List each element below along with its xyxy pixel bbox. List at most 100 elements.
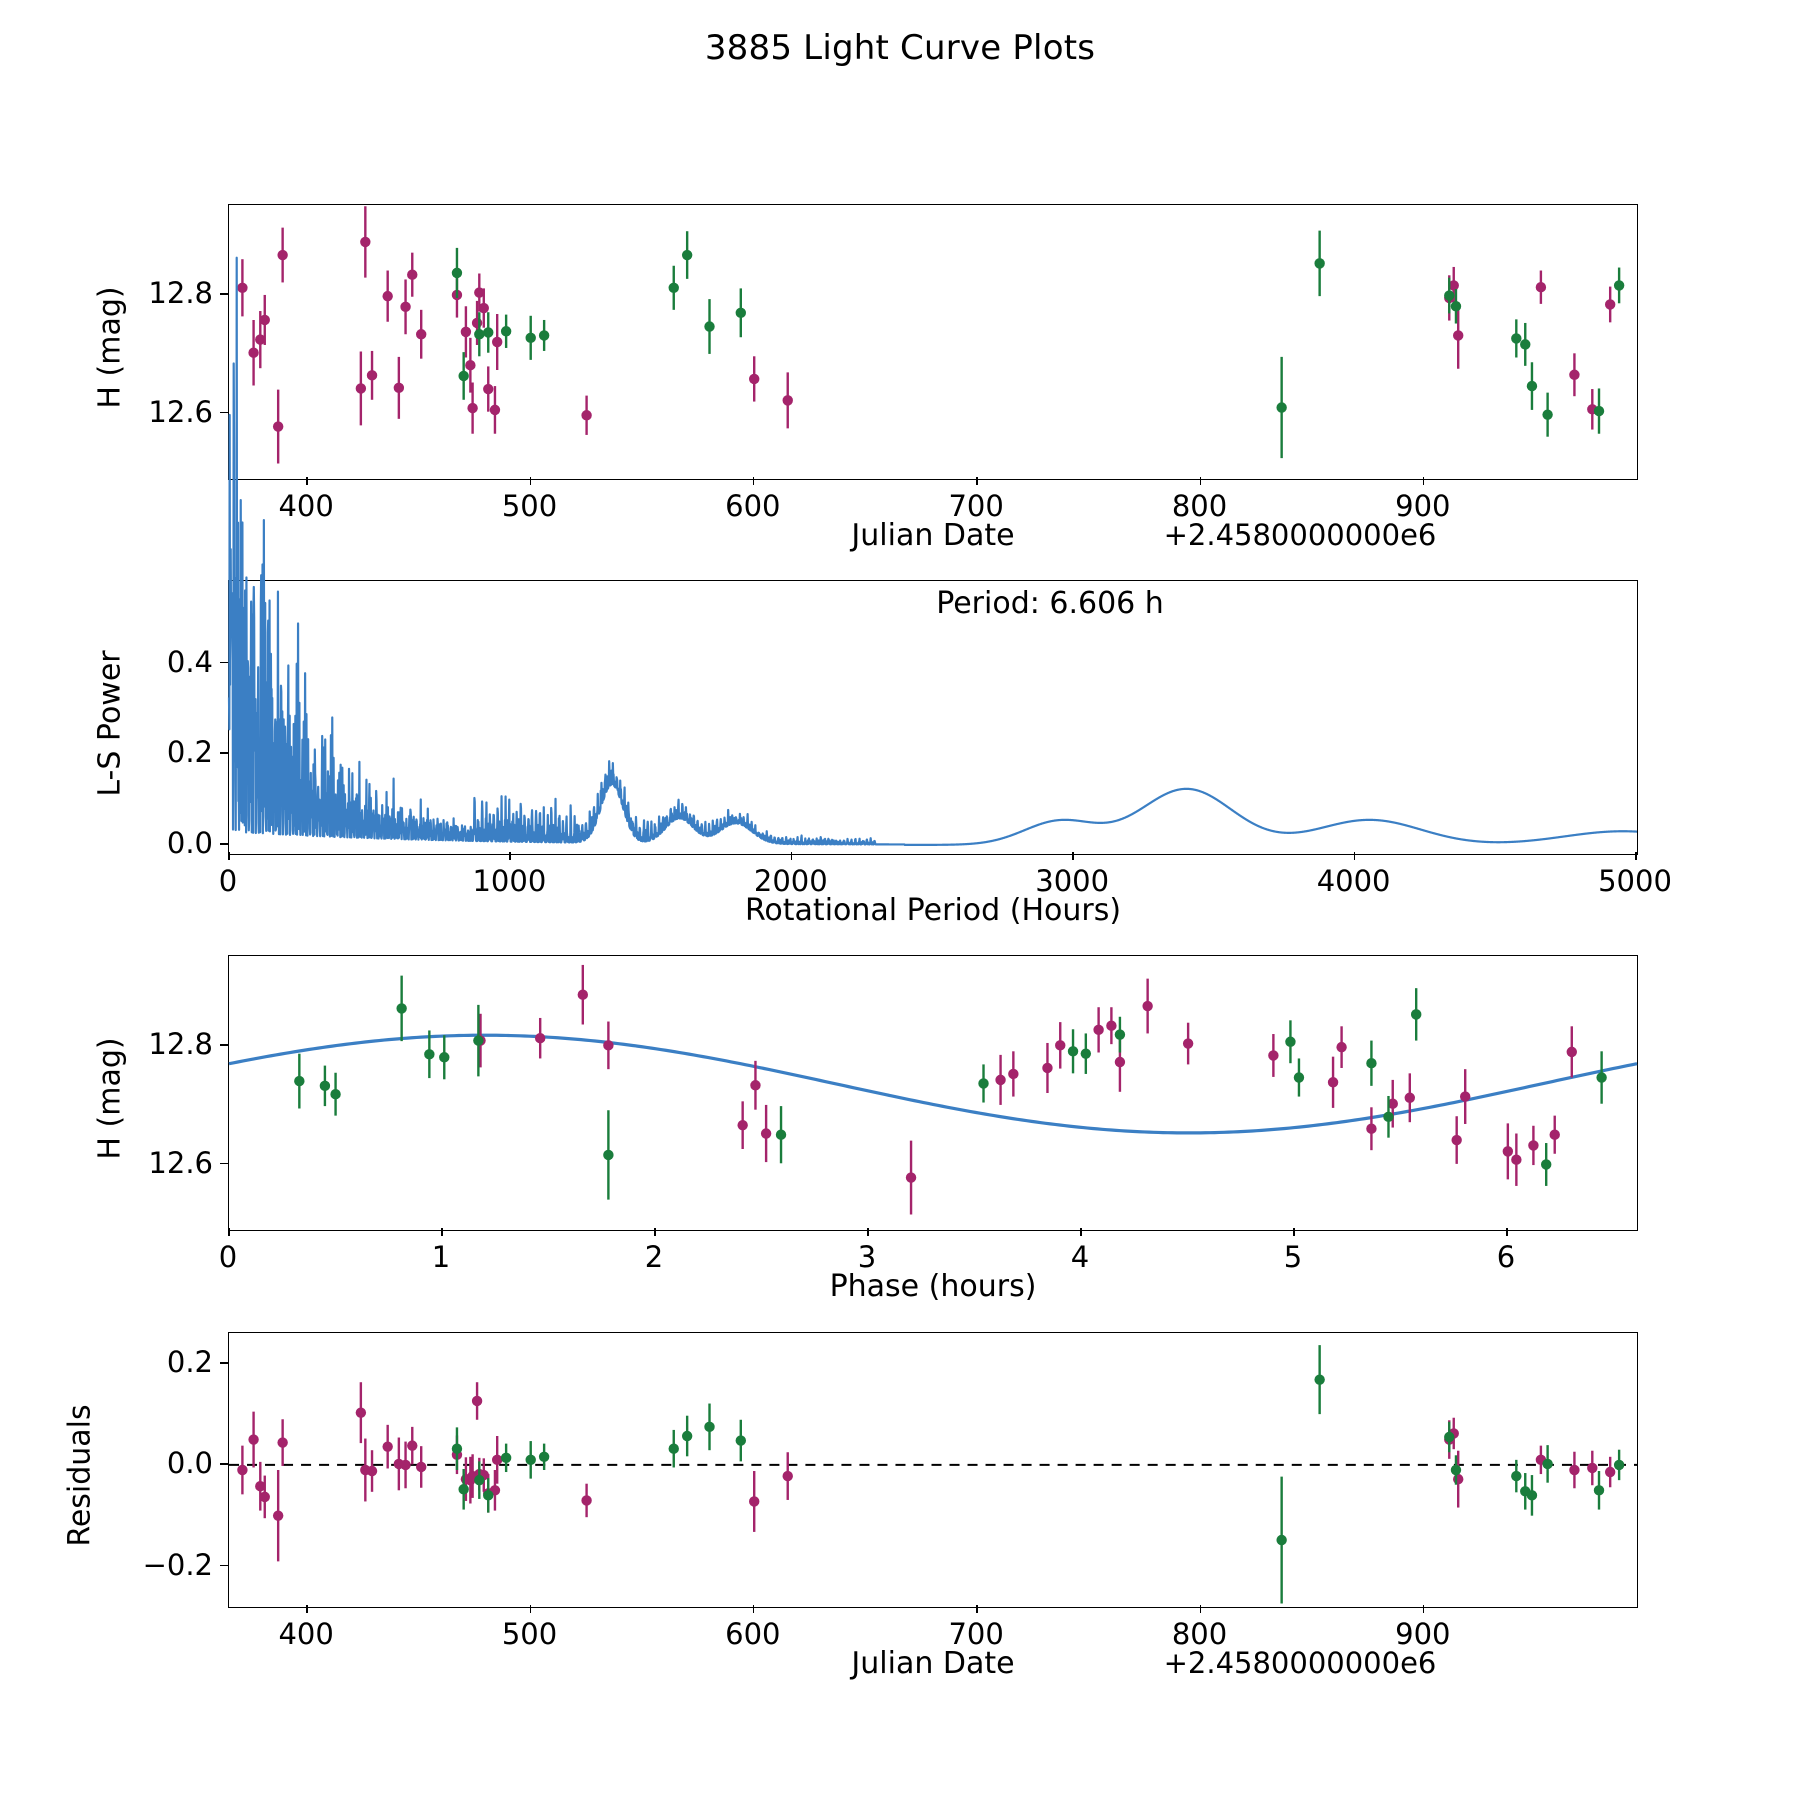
data-point (1327, 1077, 1339, 1088)
period-annotation: Period: 6.606 h (936, 586, 1164, 621)
data-point (1549, 1129, 1560, 1140)
data-point (1535, 281, 1547, 293)
x-tick-mark (509, 852, 511, 860)
data-series-series_b (451, 230, 1625, 459)
data-point (366, 370, 378, 381)
x-tick-mark (976, 477, 978, 485)
data-point (581, 410, 592, 421)
data-point (1314, 1374, 1325, 1385)
data-point (415, 329, 427, 340)
data-point (259, 1491, 270, 1503)
panel-phasefold (228, 955, 1638, 1231)
y-tick-label: 0.2 (166, 735, 213, 770)
panel-periodogram (227, 256, 1638, 855)
data-point (424, 1049, 435, 1060)
data-point (1114, 1056, 1126, 1068)
data-point (782, 395, 793, 406)
data-point (1528, 1140, 1539, 1151)
data-point (1453, 1473, 1464, 1485)
x-tick-label: 0 (218, 864, 238, 898)
data-point (1336, 1041, 1347, 1053)
x-tick-label: 400 (278, 1617, 334, 1651)
axis-label-rotational-period: Rotational Period (Hours) (744, 893, 1122, 928)
x-tick-label: 500 (501, 489, 558, 523)
y-tick-mark (220, 293, 228, 295)
data-point (1268, 1050, 1279, 1061)
data-point (407, 269, 418, 280)
data-point (355, 383, 367, 394)
data-point (393, 382, 405, 394)
data-point (259, 314, 270, 326)
x-tick-label: 3000 (1035, 864, 1110, 898)
data-point (491, 336, 503, 348)
x-tick-mark (1079, 1228, 1082, 1236)
data-series-series_a (237, 206, 1616, 464)
data-point (272, 421, 284, 432)
data-point (277, 249, 288, 261)
data-point (681, 1430, 693, 1442)
data-point (478, 302, 489, 314)
data-point (1142, 1000, 1153, 1012)
x-tick-mark (1422, 1605, 1425, 1613)
data-point (1383, 1111, 1394, 1123)
data-point (355, 1407, 367, 1418)
data-point (1448, 280, 1459, 291)
data-point (1276, 402, 1287, 413)
y-tick-mark (220, 1162, 228, 1165)
data-point (1511, 1470, 1522, 1482)
data-point (1093, 1024, 1104, 1036)
x-tick-mark (306, 477, 308, 485)
data-point (525, 1454, 536, 1466)
y-tick-label: 12.8 (148, 276, 213, 311)
data-point (500, 326, 512, 337)
x-tick-mark (1505, 1228, 1508, 1236)
data-point (905, 1172, 917, 1183)
axis-label-h-mag-2: H (mag) (92, 1037, 128, 1160)
x-tick-label: 6 (1496, 1240, 1516, 1274)
data-point (1314, 258, 1325, 269)
data-point (1008, 1068, 1019, 1080)
data-point (1285, 1036, 1296, 1047)
y-tick-mark (220, 661, 228, 664)
data-point (465, 360, 476, 371)
x-tick-label: 400 (278, 489, 334, 523)
data-point (458, 370, 469, 382)
data-point (735, 307, 747, 319)
x-tick-label: 800 (1171, 489, 1228, 523)
data-point (995, 1074, 1006, 1086)
data-point (1276, 1534, 1287, 1546)
data-point (1596, 1072, 1607, 1083)
data-point (439, 1052, 450, 1063)
y-tick-label: 0.0 (166, 1446, 213, 1481)
data-point (451, 1443, 463, 1454)
x-tick-label: 900 (1395, 489, 1451, 523)
data-series-series_b (451, 1345, 1625, 1604)
data-point (1444, 1431, 1455, 1443)
x-tick-label: 600 (725, 489, 781, 523)
data-point (1604, 299, 1616, 310)
data-point (407, 1440, 418, 1451)
y-tick-mark (220, 1463, 228, 1466)
data-point (1569, 1464, 1580, 1476)
axis-label-julian-date-2: Julian Date (851, 1646, 1015, 1681)
x-tick-mark (228, 852, 230, 860)
data-point (474, 287, 485, 298)
data-point (1593, 405, 1605, 417)
x-tick-label: 700 (948, 489, 1004, 523)
data-point (603, 1149, 614, 1161)
axis-label-ls-power: L-S Power (92, 650, 128, 797)
x-tick-label: 600 (725, 1617, 781, 1651)
data-point (1526, 1490, 1538, 1501)
data-point (272, 1510, 284, 1521)
data-point (382, 1441, 393, 1452)
data-point (451, 267, 463, 279)
x-tick-label: 800 (1171, 1617, 1228, 1651)
x-tick-label: 5 (1283, 1240, 1303, 1274)
x-tick-mark (1353, 852, 1356, 860)
data-point (1526, 380, 1538, 392)
data-point (749, 373, 760, 385)
y-tick-mark (220, 1044, 228, 1046)
data-point (1511, 1154, 1522, 1165)
data-point (277, 1437, 288, 1448)
